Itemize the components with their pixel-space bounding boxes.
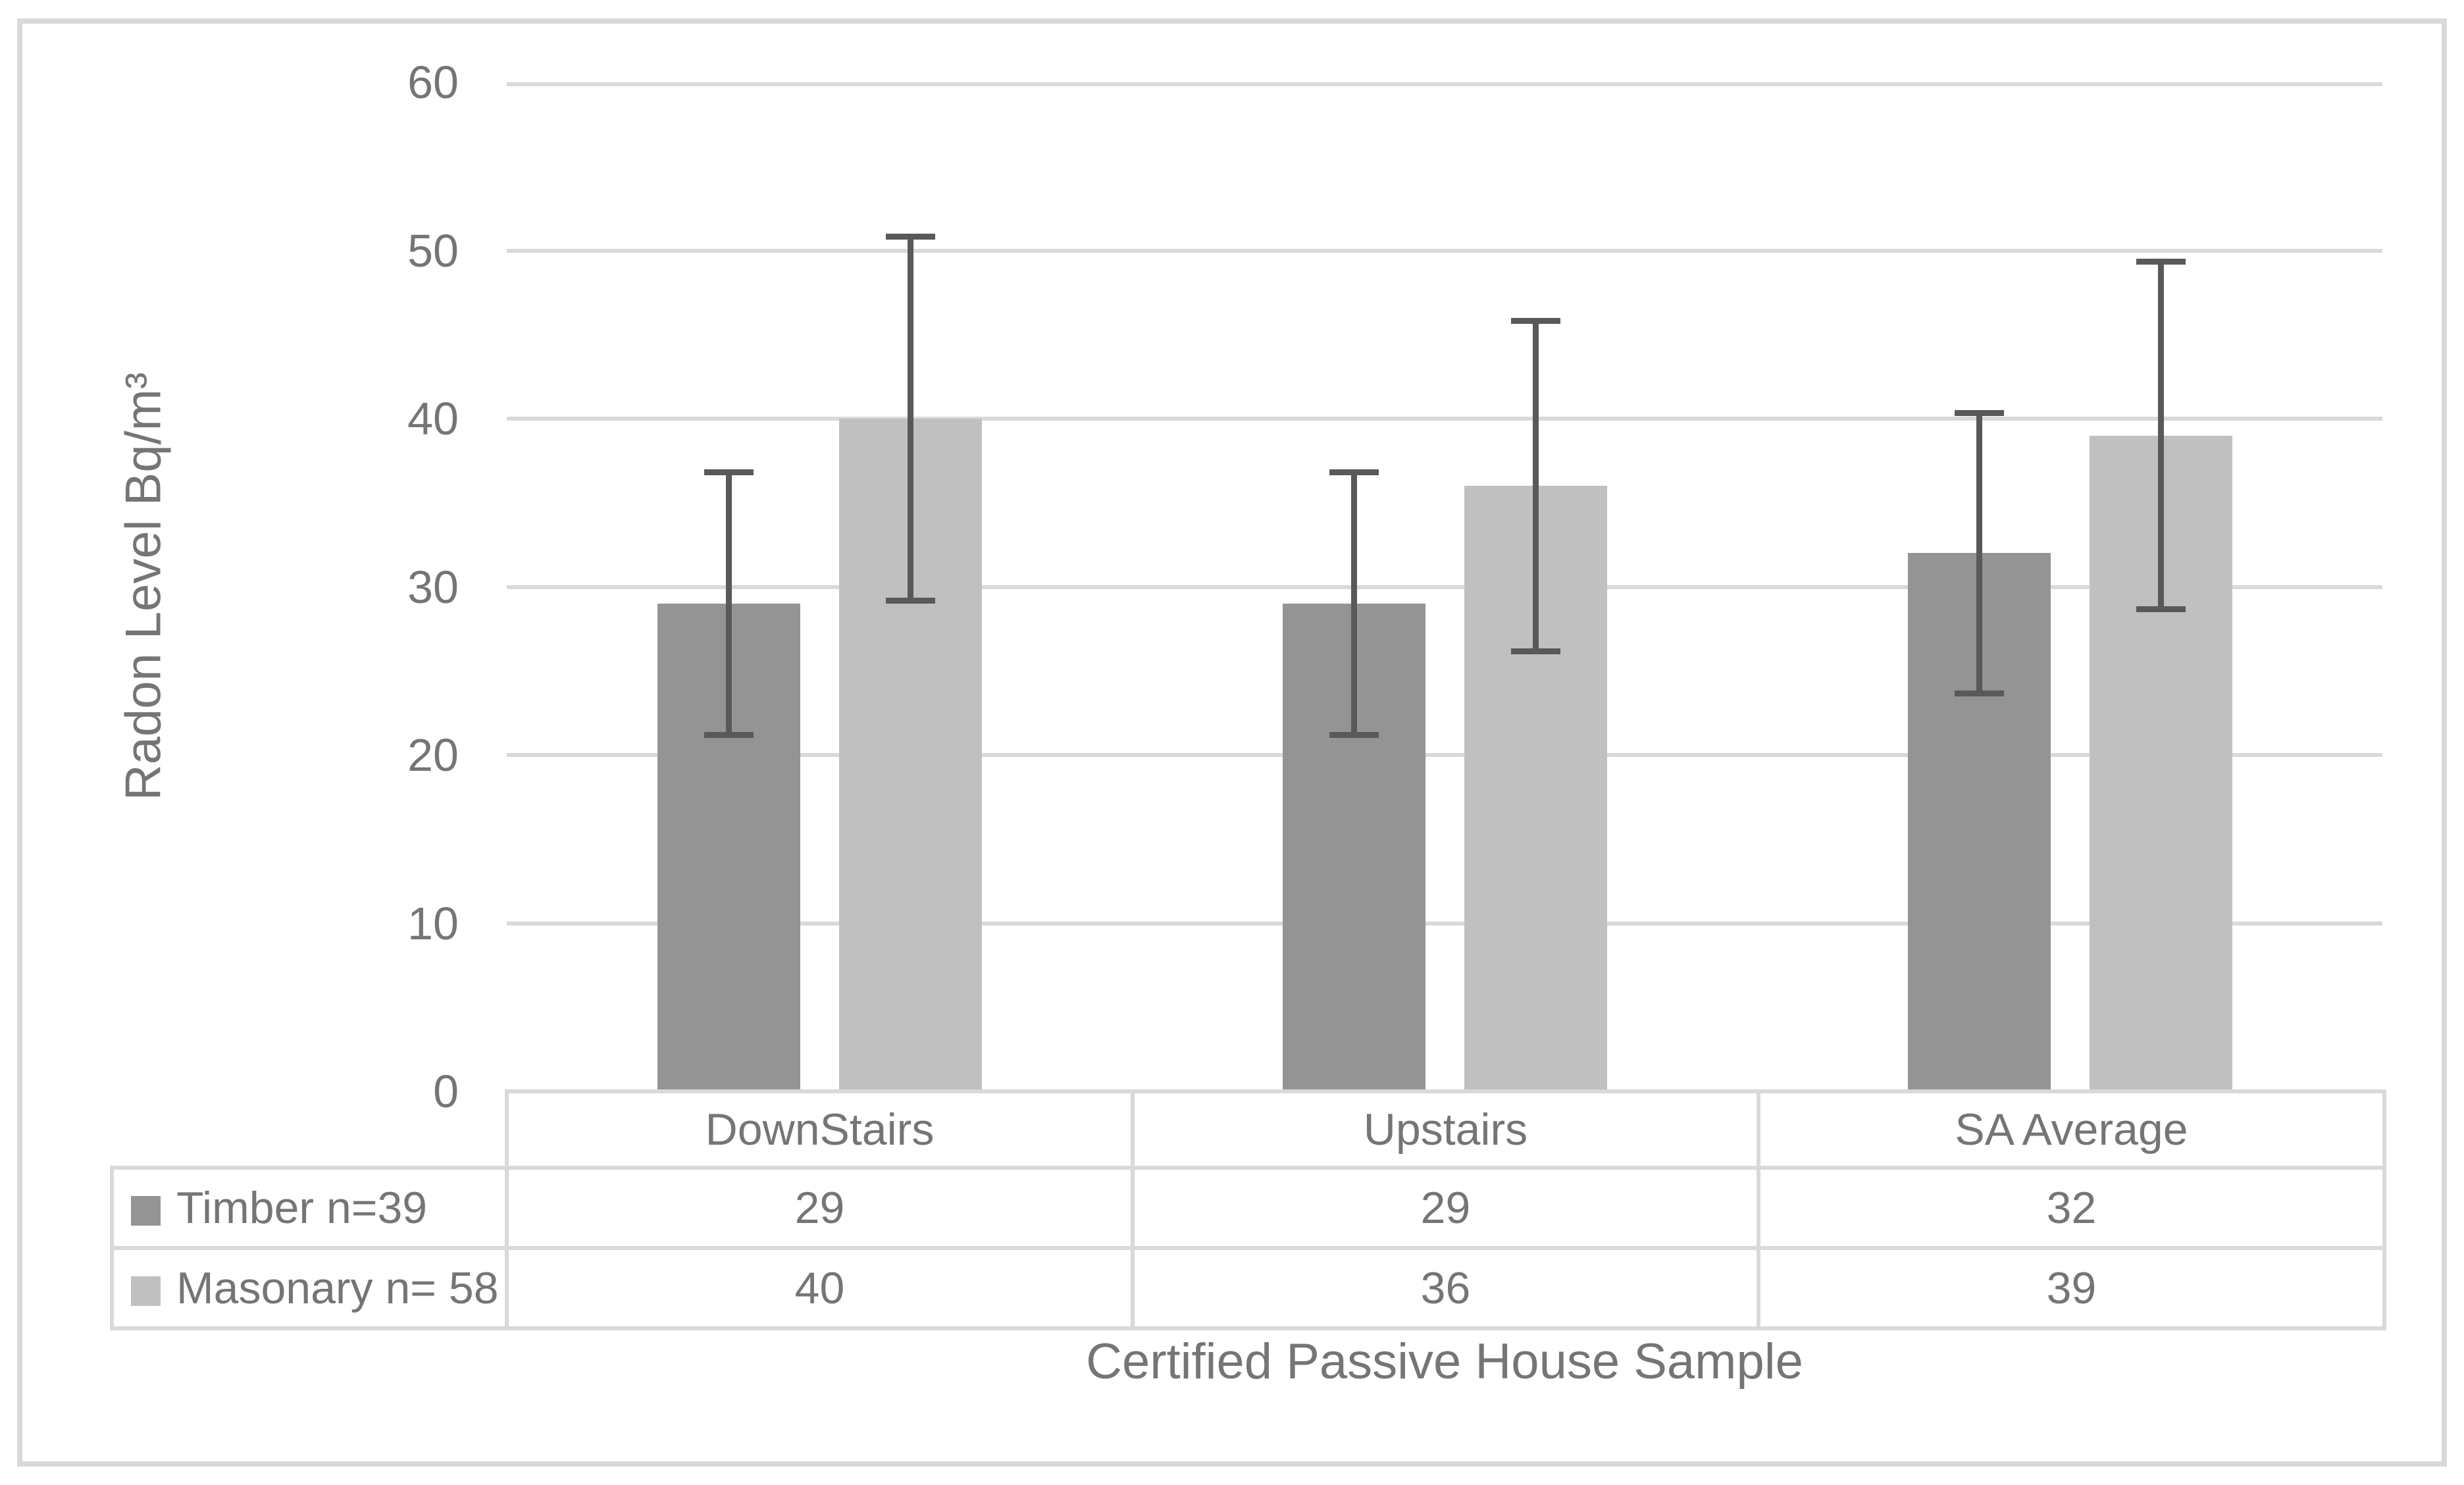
y-tick-label: 50: [407, 224, 459, 276]
error-bar: [885, 233, 935, 604]
value-masonary-upstairs: 36: [1131, 1246, 1760, 1330]
bar-timber-upstairs: [1282, 82, 1425, 1091]
value-timber-upstairs: 29: [1131, 1166, 1760, 1250]
table-header-sa-average: SA Average: [1757, 1089, 2386, 1170]
gridline: [507, 585, 2382, 589]
figure-border: [17, 18, 2447, 1467]
gridline: [507, 248, 2382, 253]
bar-masonary-downstairs: [838, 82, 982, 1091]
value-masonary-downstairs: 40: [505, 1246, 1135, 1330]
y-tick-label: 40: [407, 393, 459, 444]
timber-legend-swatch-icon: [131, 1196, 161, 1226]
y-axis-tick-labels: 60 50 40 30 20 10 0: [0, 57, 459, 1117]
error-bar: [704, 469, 754, 739]
data-table: DownStairs Upstairs SA Average Timber n=…: [110, 1089, 2386, 1330]
value-timber-downstairs: 29: [505, 1166, 1135, 1250]
bar-masonary-upstairs: [1464, 82, 1607, 1091]
timber-legend-label: Timber n=39: [176, 1183, 428, 1233]
y-tick-label: 30: [407, 561, 459, 613]
value-masonary-sa-average: 39: [1757, 1246, 2386, 1330]
table-row-timber: Timber n=39 29 29 32: [110, 1166, 2386, 1250]
table-corner-cell: [112, 1091, 509, 1170]
legend-cell-masonary: Masonary n= 58: [110, 1246, 509, 1330]
bar-groups: [507, 82, 2382, 1091]
error-bar: [1954, 410, 2004, 696]
bar-group-downstairs: [507, 82, 1132, 1091]
table-row-masonary: Masonary n= 58 40 36 39: [110, 1246, 2386, 1330]
y-tick-label: 10: [407, 897, 459, 949]
bar-group-sa-average: [1757, 82, 2382, 1091]
gridline: [507, 921, 2382, 925]
table-header-row: DownStairs Upstairs SA Average: [112, 1089, 2386, 1170]
error-bar: [1510, 317, 1560, 654]
y-tick-label: 20: [407, 729, 459, 781]
gridline: [507, 417, 2382, 421]
table-header-downstairs: DownStairs: [505, 1089, 1135, 1170]
value-timber-sa-average: 32: [1757, 1166, 2386, 1250]
legend-cell-timber: Timber n=39: [110, 1166, 509, 1250]
bar-group-upstairs: [1132, 82, 1757, 1091]
y-tick-label: 60: [407, 57, 459, 108]
error-bar: [1329, 469, 1379, 739]
plot-area: [507, 82, 2382, 1091]
table-header-upstairs: Upstairs: [1131, 1089, 1760, 1170]
error-bar: [2136, 259, 2186, 612]
x-axis-title: Certified Passive House Sample: [1086, 1334, 1803, 1390]
gridline: [507, 753, 2382, 757]
masonary-legend-label: Masonary n= 58: [176, 1263, 499, 1313]
bar-masonary-sa-average: [2089, 82, 2232, 1091]
bar-timber-sa-average: [1907, 82, 2051, 1091]
gridline: [507, 82, 2382, 86]
bar-timber-downstairs: [657, 82, 800, 1091]
masonary-legend-swatch-icon: [131, 1276, 161, 1306]
